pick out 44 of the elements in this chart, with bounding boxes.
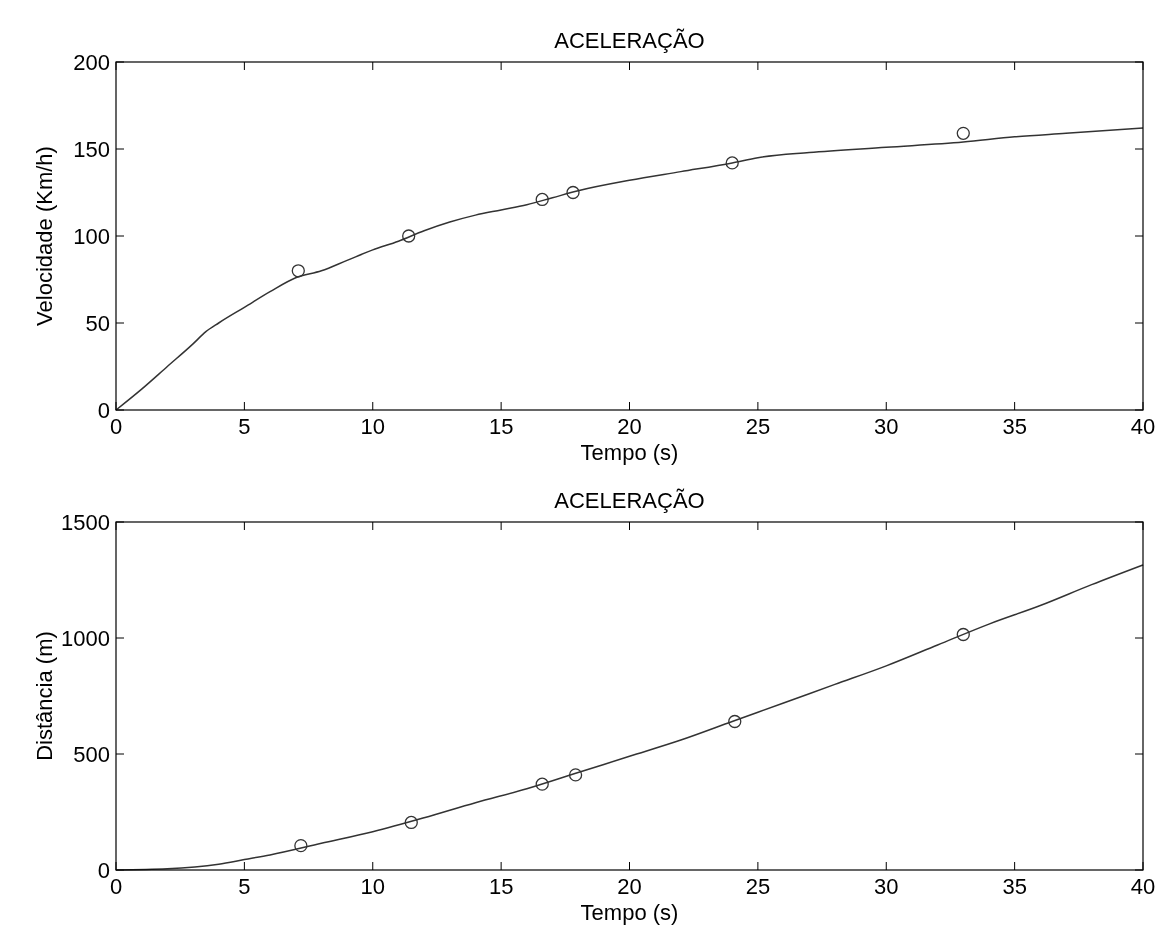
y-tick-label: 1000 — [61, 625, 110, 651]
point — [568, 768, 583, 782]
point — [404, 815, 418, 830]
x-tick-label: 20 — [617, 414, 642, 439]
x-tick-label: 40 — [1130, 414, 1156, 439]
point — [535, 192, 549, 207]
point — [725, 156, 739, 170]
y-tick-label: 100 — [73, 223, 110, 249]
x-tick-label: 10 — [360, 874, 385, 899]
point — [566, 185, 580, 200]
point — [956, 126, 970, 140]
x-tick-label: 10 — [360, 414, 385, 439]
x-tick-label: 30 — [874, 874, 899, 899]
point — [535, 777, 549, 791]
y-tick-label: 150 — [73, 136, 110, 162]
x-tick-label: 35 — [1002, 874, 1027, 899]
x-tick-label: 15 — [488, 874, 514, 899]
y-tick-label: 50 — [85, 310, 110, 336]
x-axis-title: Tempo (s) — [580, 900, 679, 925]
y-tick-label: 0 — [97, 857, 110, 883]
y-axis-title: Velocidade (Km/h) — [32, 146, 57, 326]
point — [294, 838, 308, 853]
x-axis-title: Tempo (s) — [580, 440, 679, 465]
x-tick-label: 25 — [745, 874, 771, 899]
y-tick-label: 200 — [73, 49, 110, 75]
x-tick-label: 20 — [617, 874, 642, 899]
x-tick-label: 40 — [1130, 874, 1156, 899]
chart-title: ACELERAÇÃO — [554, 28, 705, 53]
line-series — [115, 127, 1144, 411]
x-tick-label: 15 — [488, 414, 514, 439]
x-tick-label: 35 — [1002, 414, 1027, 439]
x-tick-label: 5 — [238, 874, 251, 899]
x-tick-label: 5 — [238, 414, 251, 439]
point — [291, 264, 305, 278]
y-axis-title: Distância (m) — [32, 631, 57, 761]
y-tick-label: 500 — [73, 741, 110, 767]
y-tick-label: 0 — [97, 397, 110, 423]
y-tick-label: 1500 — [61, 509, 110, 535]
x-tick-label: 25 — [745, 414, 771, 439]
point — [956, 627, 970, 642]
chart-title: ACELERAÇÃO — [554, 488, 705, 513]
x-tick-label: 30 — [874, 414, 899, 439]
point — [728, 714, 742, 729]
point — [402, 229, 416, 243]
